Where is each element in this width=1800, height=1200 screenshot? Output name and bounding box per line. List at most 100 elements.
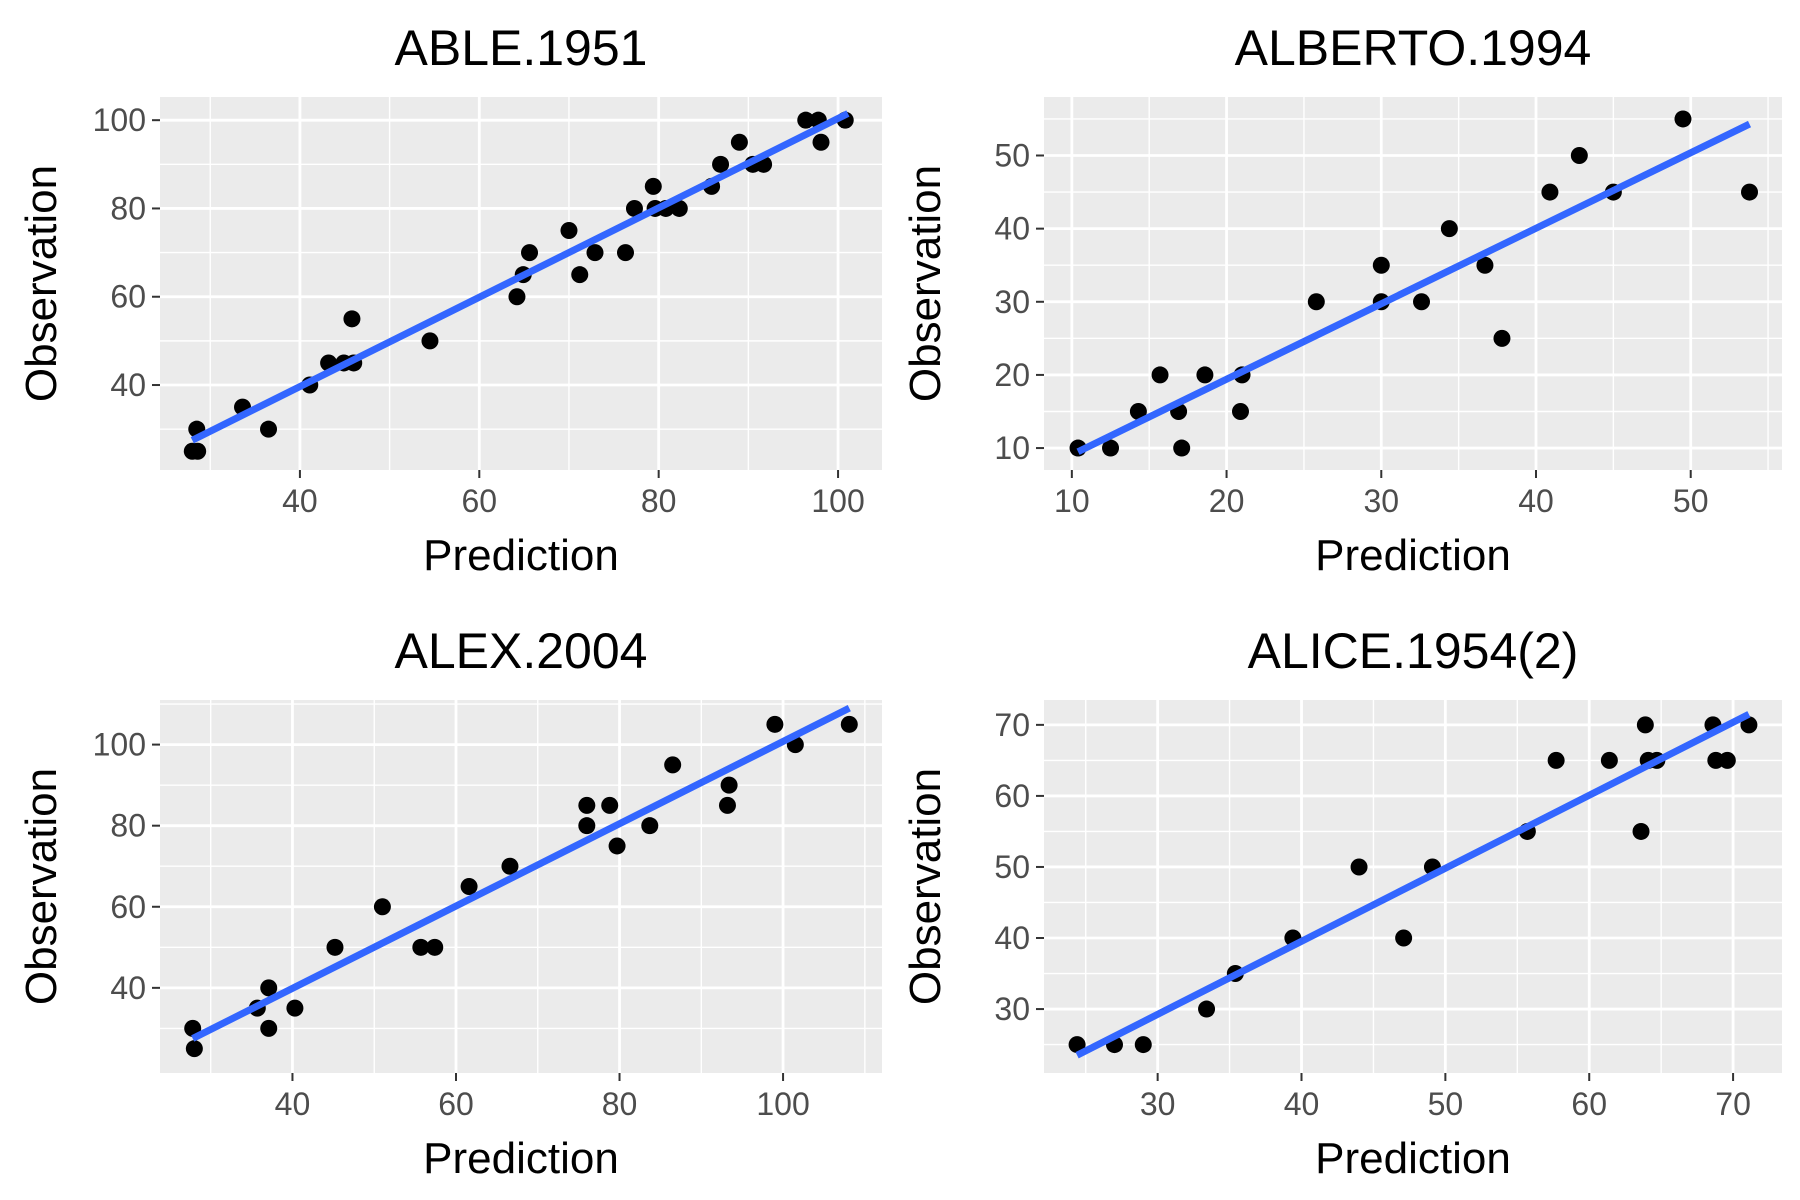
- data-point: [1372, 256, 1390, 274]
- y-tick-label: 20: [994, 357, 1030, 393]
- data-point: [1718, 751, 1736, 769]
- data-point: [571, 266, 589, 284]
- data-point: [1231, 402, 1249, 420]
- data-point: [616, 244, 634, 262]
- data-point: [326, 938, 344, 956]
- data-point: [1395, 929, 1413, 947]
- x-tick-label: 50: [1428, 1086, 1464, 1122]
- x-tick-label: 60: [438, 1086, 474, 1122]
- data-point: [189, 442, 207, 460]
- data-point: [625, 199, 643, 217]
- x-tick-label: 100: [756, 1086, 809, 1122]
- data-point: [601, 796, 619, 814]
- data-point: [1600, 751, 1618, 769]
- data-point: [1151, 366, 1169, 384]
- data-point: [501, 857, 519, 875]
- data-point: [185, 1040, 203, 1058]
- x-tick-label: 40: [282, 483, 318, 519]
- data-point: [1102, 439, 1120, 457]
- x-tick-label: 60: [461, 483, 497, 519]
- data-point: [641, 817, 659, 835]
- data-point: [286, 999, 304, 1017]
- data-point: [260, 420, 278, 438]
- data-point: [521, 244, 539, 262]
- data-point: [1476, 256, 1494, 274]
- data-point: [1129, 402, 1147, 420]
- x-tick-label: 40: [275, 1086, 311, 1122]
- data-point: [1632, 822, 1650, 840]
- fit-line: [191, 704, 851, 1042]
- data-point: [608, 837, 626, 855]
- data-point: [1196, 366, 1214, 384]
- data-point: [1493, 329, 1511, 347]
- fit-line: [1075, 711, 1751, 1059]
- panel-title: ABLE.1951: [395, 20, 648, 76]
- y-tick-label: 40: [994, 211, 1030, 247]
- data-point: [1741, 183, 1759, 201]
- data-point: [260, 1019, 278, 1037]
- y-tick-label: 60: [110, 279, 146, 315]
- data-point: [1636, 716, 1654, 734]
- y-tick-label: 40: [110, 367, 146, 403]
- panel-2: 10 20 30 40 50 10 20 30 40 50 ALBERTO.1994 Predicti…: [901, 20, 1782, 580]
- y-tick-label: 30: [994, 991, 1030, 1027]
- data-point: [720, 776, 738, 794]
- data-point: [1570, 147, 1588, 165]
- data-point: [260, 979, 278, 997]
- data-point: [1307, 293, 1325, 311]
- x-tick-label: 20: [1209, 483, 1245, 519]
- x-axis-title: Prediction: [1315, 531, 1511, 580]
- panel-title: ALICE.1954(2): [1248, 623, 1579, 679]
- x-tick-label: 50: [1673, 483, 1709, 519]
- data-point: [670, 199, 688, 217]
- data-point: [1440, 220, 1458, 238]
- y-tick-label: 50: [994, 138, 1030, 174]
- x-tick-label: 30: [1363, 483, 1399, 519]
- x-axis-title: Prediction: [1315, 1134, 1511, 1183]
- fit-line: [190, 110, 850, 444]
- data-point: [664, 756, 682, 774]
- x-tick-label: 80: [602, 1086, 638, 1122]
- x-tick-label: 60: [1571, 1086, 1607, 1122]
- y-axis-title: Observation: [901, 165, 950, 402]
- data-point: [586, 244, 604, 262]
- data-point: [1740, 716, 1758, 734]
- data-point: [578, 796, 596, 814]
- data-point: [343, 310, 361, 328]
- y-tick-label: 80: [110, 808, 146, 844]
- data-point: [1134, 1036, 1152, 1054]
- data-point: [712, 155, 730, 173]
- x-tick-label: 40: [1284, 1086, 1320, 1122]
- x-tick-label: 80: [641, 483, 677, 519]
- data-point: [644, 177, 662, 195]
- panel-title: ALEX.2004: [395, 623, 648, 679]
- data-point: [797, 111, 815, 129]
- y-tick-label: 10: [994, 430, 1030, 466]
- panel-title: ALBERTO.1994: [1235, 20, 1592, 76]
- data-point: [1413, 293, 1431, 311]
- y-tick-label: 60: [994, 778, 1030, 814]
- x-axis-title: Prediction: [423, 1134, 619, 1183]
- data-point: [560, 222, 578, 240]
- x-axis-title: Prediction: [423, 531, 619, 580]
- data-point: [730, 133, 748, 151]
- data-point: [1350, 858, 1368, 876]
- y-tick-label: 80: [110, 190, 146, 226]
- data-point: [426, 938, 444, 956]
- y-tick-label: 70: [994, 707, 1030, 743]
- data-point: [1674, 110, 1692, 128]
- y-tick-label: 100: [93, 727, 146, 763]
- y-axis-title: Observation: [17, 768, 66, 1005]
- x-tick-label: 30: [1140, 1086, 1176, 1122]
- panel-3: 40 60 80 100 40 60 80 100 ALEX.2004 Prediction Obs…: [17, 623, 882, 1183]
- y-tick-label: 100: [93, 102, 146, 138]
- x-tick-label: 40: [1518, 483, 1554, 519]
- x-tick-label: 70: [1715, 1086, 1751, 1122]
- data-point: [421, 332, 439, 350]
- panel-4: 30 40 50 60 70 30 40 50 60 70 ALICE.1954(2) Predict…: [901, 623, 1782, 1183]
- data-point: [1547, 751, 1565, 769]
- y-tick-label: 50: [994, 849, 1030, 885]
- data-point: [460, 878, 478, 895]
- data-point: [412, 938, 430, 956]
